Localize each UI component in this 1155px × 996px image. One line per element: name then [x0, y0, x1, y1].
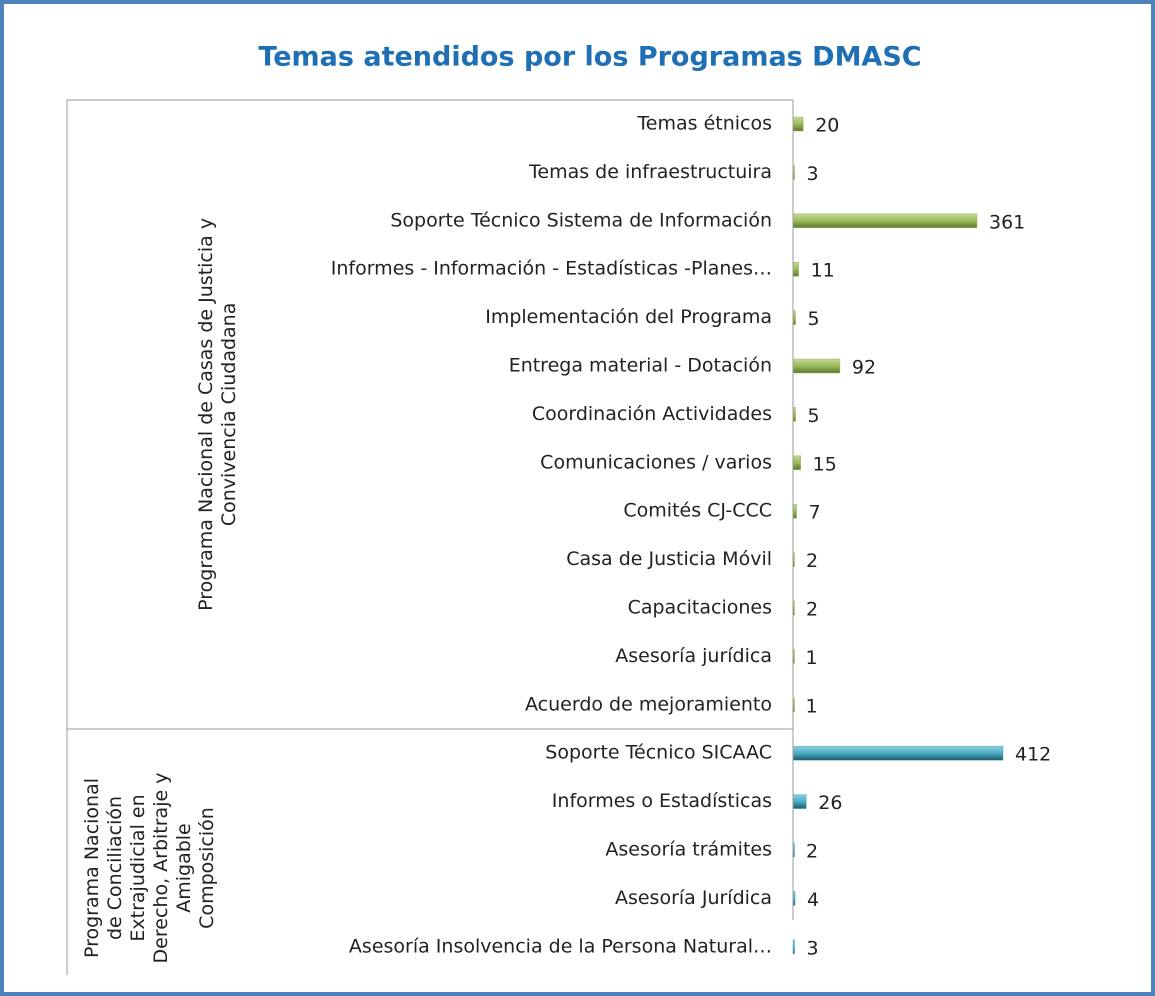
group-label: de Conciliación	[104, 796, 126, 940]
category-label: Asesoría Insolvencia de la Persona Natur…	[349, 935, 772, 957]
category-label: Temas étnicos	[636, 113, 772, 135]
category-label: Asesoría Jurídica	[615, 887, 772, 909]
bar	[792, 213, 978, 229]
value-label: 5	[808, 308, 820, 330]
value-label: 1	[806, 647, 818, 669]
value-label: 2	[806, 841, 818, 863]
category-label: Entrega material - Dotación	[509, 355, 772, 377]
group-label: Derecho, Arbitraje y	[150, 773, 172, 964]
category-label: Temas de infraestructuira	[528, 161, 772, 183]
category-label: Informes o Estadísticas	[552, 790, 772, 812]
chart-title: Temas atendidos por los Programas DMASC	[258, 42, 921, 73]
value-label: 2	[806, 599, 818, 621]
value-label: 92	[852, 357, 876, 379]
category-label: Soporte Técnico SICAAC	[545, 742, 772, 764]
value-label: 15	[813, 453, 837, 475]
category-label: Acuerdo de mejoramiento	[525, 693, 772, 715]
value-label: 3	[807, 163, 819, 185]
value-label: 2	[806, 550, 818, 572]
category-label: Informes - Información - Estadísticas -P…	[331, 258, 772, 280]
value-label: 7	[809, 502, 821, 524]
category-label: Soporte Técnico Sistema de Información	[390, 209, 772, 231]
category-label: Comunicaciones / varios	[540, 451, 772, 473]
group-label: Programa Nacional de Casas de Justicia y	[195, 218, 217, 611]
bar	[792, 455, 801, 471]
bar	[792, 116, 804, 132]
group-label: Extrajudicial en	[127, 794, 149, 941]
category-label: Implementación del Programa	[485, 306, 772, 328]
category-label: Asesoría trámites	[605, 839, 772, 861]
value-label: 11	[811, 260, 835, 282]
value-label: 20	[815, 115, 839, 137]
bar	[792, 358, 841, 374]
category-label: Coordinación Actividades	[532, 403, 772, 425]
value-label: 26	[818, 792, 842, 814]
value-label: 4	[807, 889, 819, 911]
bar	[792, 939, 795, 955]
value-label: 412	[1015, 744, 1051, 766]
group-label: Amigable	[173, 823, 195, 913]
category-label: Capacitaciones	[628, 597, 772, 619]
bar	[792, 503, 797, 519]
group-label: Programa Nacional	[81, 778, 103, 958]
value-label: 1	[806, 695, 818, 717]
group-label: Convivencia Ciudadana	[218, 303, 240, 527]
group-label: Composición	[196, 807, 218, 929]
value-label: 5	[808, 405, 820, 427]
bar	[792, 261, 799, 277]
bar	[792, 794, 807, 809]
category-label: Casa de Justicia Móvil	[566, 548, 772, 570]
category-label: Asesoría jurídica	[615, 645, 772, 667]
bar	[792, 745, 1004, 761]
value-label: 361	[989, 211, 1025, 233]
value-label: 3	[807, 937, 819, 959]
category-label: Comités CJ-CCC	[623, 500, 772, 522]
